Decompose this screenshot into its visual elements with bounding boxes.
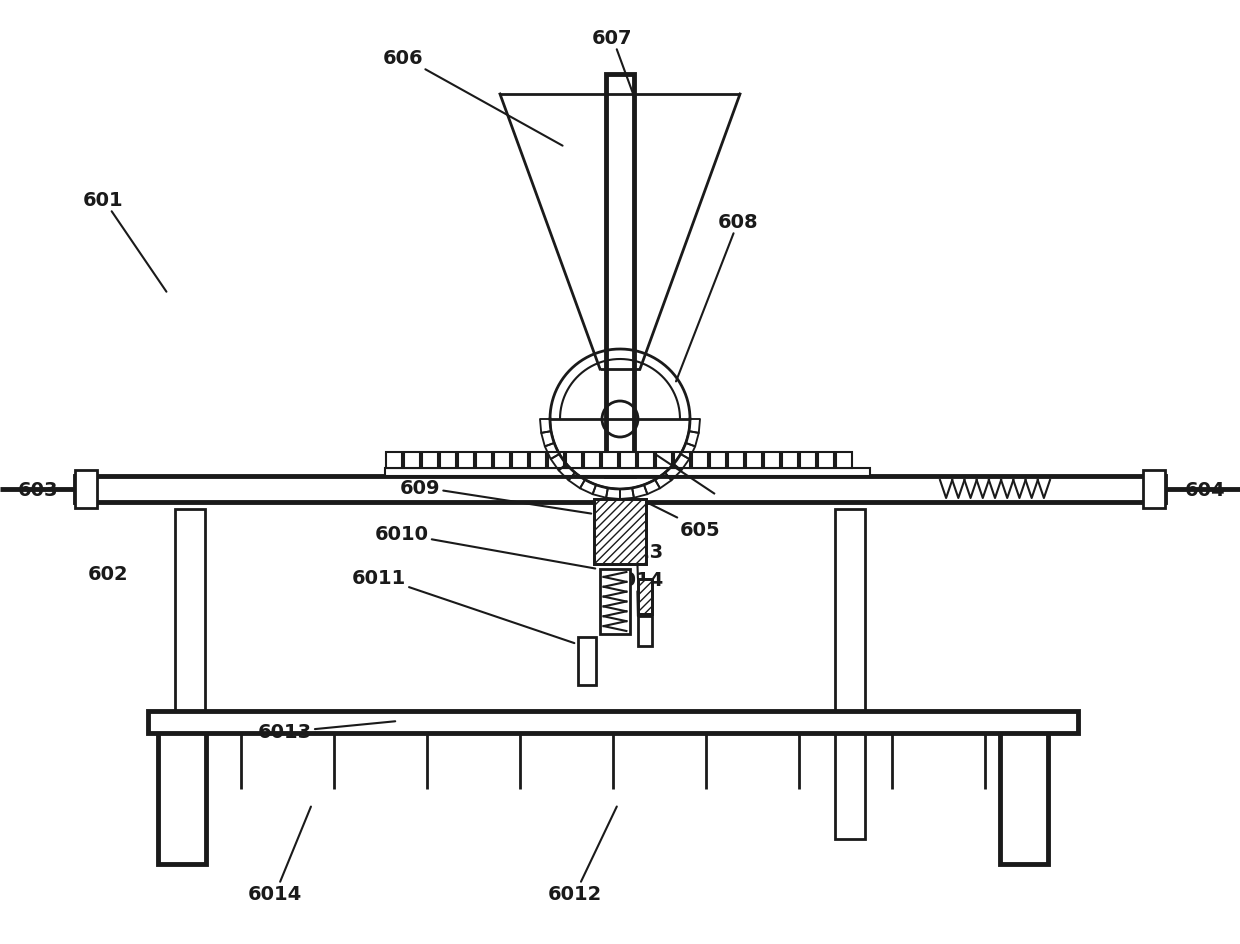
- Bar: [512, 452, 528, 468]
- Bar: [458, 452, 474, 468]
- Bar: [157, 715, 206, 864]
- Bar: [746, 452, 763, 468]
- Bar: [800, 452, 816, 468]
- Bar: [692, 452, 708, 468]
- Text: 6013: 6013: [610, 543, 665, 579]
- Bar: [594, 499, 646, 565]
- Bar: [422, 452, 438, 468]
- Bar: [675, 452, 689, 468]
- Bar: [548, 452, 564, 468]
- Bar: [148, 711, 1078, 733]
- Text: 604: 604: [1185, 480, 1225, 499]
- Text: 603: 603: [19, 480, 72, 499]
- Bar: [782, 452, 799, 468]
- Text: 607: 607: [591, 28, 634, 97]
- Bar: [835, 510, 866, 839]
- Bar: [606, 75, 634, 477]
- Bar: [386, 452, 402, 468]
- Text: 609: 609: [401, 478, 591, 514]
- Bar: [818, 452, 835, 468]
- Text: 601: 601: [83, 191, 166, 293]
- Bar: [404, 452, 420, 468]
- Bar: [639, 616, 652, 647]
- Text: 605: 605: [642, 500, 720, 539]
- Bar: [1143, 470, 1166, 509]
- Bar: [476, 452, 492, 468]
- Bar: [728, 452, 744, 468]
- Text: 6014: 6014: [248, 807, 311, 903]
- Bar: [578, 637, 596, 685]
- Bar: [639, 452, 653, 468]
- Bar: [639, 580, 652, 615]
- Bar: [594, 499, 646, 565]
- Bar: [440, 452, 456, 468]
- Text: 602: 602: [88, 565, 129, 584]
- Bar: [656, 452, 672, 468]
- Bar: [999, 715, 1048, 864]
- Bar: [175, 510, 205, 839]
- Text: 6011: 6011: [352, 568, 574, 644]
- Text: 606: 606: [383, 48, 563, 146]
- Bar: [639, 580, 652, 615]
- Bar: [74, 477, 1166, 502]
- Text: 6012: 6012: [548, 807, 616, 903]
- Bar: [494, 452, 510, 468]
- Bar: [74, 470, 97, 509]
- Bar: [600, 569, 630, 634]
- Text: 6014: 6014: [610, 570, 665, 616]
- Bar: [836, 452, 852, 468]
- Bar: [711, 452, 725, 468]
- Bar: [601, 452, 618, 468]
- Bar: [584, 452, 600, 468]
- Text: 6010: 6010: [374, 525, 595, 569]
- Text: 6013: 6013: [258, 721, 396, 742]
- Bar: [384, 468, 870, 477]
- Bar: [764, 452, 780, 468]
- Bar: [620, 452, 636, 468]
- Text: 608: 608: [676, 212, 759, 382]
- Bar: [529, 452, 546, 468]
- Bar: [565, 452, 582, 468]
